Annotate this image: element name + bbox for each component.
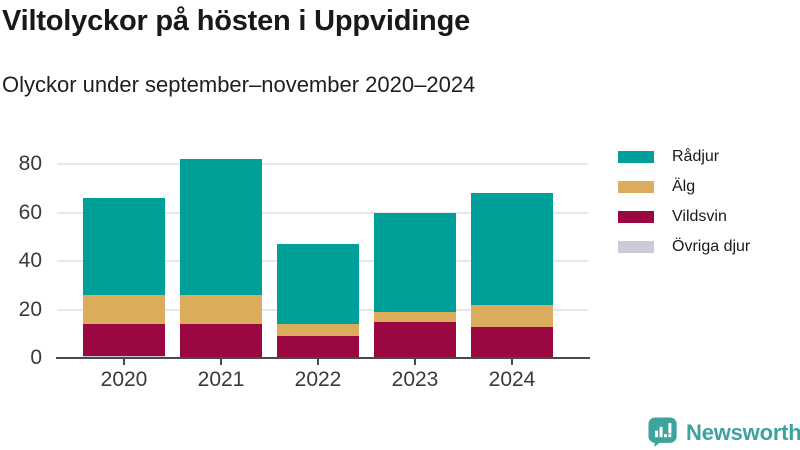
x-tick-2021 (220, 359, 222, 365)
bar-2023-Vildsvin (374, 321, 456, 358)
y-axis: 0 20 40 60 80 (0, 140, 42, 369)
bar-2020-Rådjur (83, 198, 165, 296)
bar-2020-Vildsvin (83, 324, 165, 356)
legend-label: Rådjur (672, 148, 720, 165)
y-tick-label-80: 80 (18, 152, 42, 176)
bar-2023-Rådjur (374, 212, 456, 312)
legend-swatch (618, 181, 654, 193)
legend: Rådjur Älg Vildsvin Övriga djur (618, 147, 750, 267)
brand-logo[interactable]: Newsworthy (648, 417, 800, 448)
bar-2022-Vildsvin (277, 336, 359, 358)
legend-label: Vildsvin (672, 208, 727, 225)
plot-area (57, 140, 588, 358)
page-subtitle: Olyckor under september–november 2020–20… (2, 72, 476, 97)
bar-2021-Rådjur (180, 159, 262, 296)
legend-item-Älg: Älg (618, 177, 750, 197)
bar-2020-Älg (83, 295, 165, 325)
x-tick-2023 (414, 359, 416, 365)
x-tick-label-2020: 2020 (100, 368, 148, 391)
legend-label: Övriga djur (672, 238, 751, 255)
bar-2020-Övriga djur (83, 355, 165, 358)
x-tick-2020 (123, 359, 125, 365)
x-tick-label-2023: 2023 (391, 368, 439, 391)
bar-2022-Rådjur (277, 244, 359, 325)
y-tick-label-20: 20 (18, 297, 42, 321)
x-axis-line (56, 357, 590, 359)
bar-2021-Vildsvin (180, 324, 262, 358)
gridline-60 (57, 211, 588, 214)
y-tick-label-0: 0 (30, 346, 42, 369)
brand-name: Newsworthy (686, 419, 800, 445)
x-tick-label-2024: 2024 (488, 368, 536, 391)
bar-2024-Älg (471, 304, 553, 327)
x-tick-2022 (317, 359, 319, 365)
newsworthy-icon (648, 417, 677, 448)
legend-label: Älg (672, 178, 696, 195)
legend-swatch (618, 241, 654, 253)
legend-swatch (618, 151, 654, 163)
legend-item-Rådjur: Rådjur (618, 147, 750, 167)
x-tick-2024 (511, 359, 513, 365)
x-tick-label-2022: 2022 (294, 368, 342, 391)
y-tick-label-40: 40 (18, 249, 42, 273)
legend-item-Vildsvin: Vildsvin (618, 207, 750, 227)
bar-2023-Älg (374, 311, 456, 322)
page-title: Viltolyckor på hösten i Uppvidinge (2, 5, 471, 37)
bar-2021-Älg (180, 295, 262, 325)
y-tick-label-60: 60 (18, 200, 42, 224)
legend-item-Övriga djur: Övriga djur (618, 237, 750, 257)
bar-2022-Älg (277, 324, 359, 337)
bar-2024-Vildsvin (471, 326, 553, 358)
gridline-80 (57, 163, 588, 166)
legend-swatch (618, 211, 654, 223)
x-tick-label-2021: 2021 (197, 368, 245, 391)
bar-2024-Rådjur (471, 193, 553, 305)
